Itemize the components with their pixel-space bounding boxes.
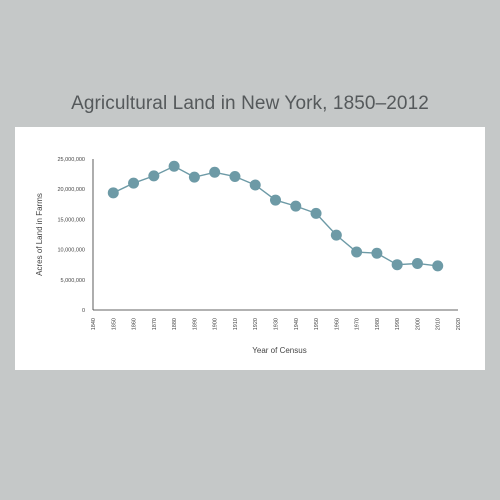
data-point	[168, 160, 180, 172]
x-tick-label: 1910	[233, 318, 239, 330]
x-tick-label: 1920	[253, 318, 259, 330]
x-tick-label: 1860	[132, 318, 138, 330]
chart-panel: 0 5,000,000 10,000,000 15,000,000 20,000,000…	[15, 127, 485, 370]
y-tick-label: 15,000,000	[57, 217, 85, 223]
data-point	[188, 171, 200, 183]
x-tick-label: 1950	[314, 318, 320, 330]
chart-title: Agricultural Land in New York, 1850–2012	[71, 93, 429, 114]
x-tick-label: 1890	[192, 318, 198, 330]
y-tick-label: 20,000,000	[57, 187, 85, 193]
x-tick-label: 1980	[375, 318, 381, 330]
data-point	[310, 207, 322, 219]
x-tick-label: 1940	[294, 318, 300, 330]
x-tick-label: 2020	[456, 318, 462, 330]
data-point	[128, 177, 140, 189]
x-tick-label: 1880	[172, 318, 178, 330]
data-point	[290, 200, 302, 212]
data-points	[107, 160, 444, 272]
data-point	[371, 247, 383, 259]
data-point	[351, 246, 363, 258]
data-point	[229, 171, 241, 183]
x-tick-label: 1970	[355, 318, 361, 330]
data-point	[432, 260, 444, 272]
line-chart: 0 5,000,000 10,000,000 15,000,000 20,000,000…	[35, 157, 462, 355]
y-tick-label: 25,000,000	[57, 157, 85, 163]
x-tick-label: 1960	[334, 318, 340, 330]
x-axis-label: Year of Census	[252, 346, 306, 355]
y-tick-label: 5,000,000	[61, 278, 85, 284]
data-point	[107, 187, 119, 199]
x-tick-label: 1870	[152, 318, 158, 330]
data-point	[249, 179, 261, 191]
data-point	[209, 166, 221, 178]
y-tick-label: 10,000,000	[57, 248, 85, 254]
x-tick-label: 1900	[213, 318, 219, 330]
series-line	[112, 165, 438, 267]
data-point	[330, 229, 342, 241]
y-axis-label: Acres of Land in Farms	[35, 193, 44, 276]
x-axis-ticks: 1840 1850 1860 1870 1880 1890 1900 1910 1920 1930…	[91, 318, 462, 330]
x-tick-label: 1850	[111, 318, 117, 330]
y-tick-label: 0	[82, 308, 85, 314]
data-point	[391, 259, 403, 271]
x-tick-label: 1990	[395, 318, 401, 330]
data-point	[411, 257, 423, 269]
data-point	[148, 170, 160, 182]
x-tick-label: 1840	[91, 318, 97, 330]
data-point	[270, 194, 281, 206]
x-tick-label: 2010	[436, 318, 442, 330]
x-tick-label: 2000	[415, 318, 421, 330]
x-tick-label: 1930	[274, 318, 280, 330]
y-axis-ticks: 0 5,000,000 10,000,000 15,000,000 20,000,000…	[57, 157, 85, 314]
